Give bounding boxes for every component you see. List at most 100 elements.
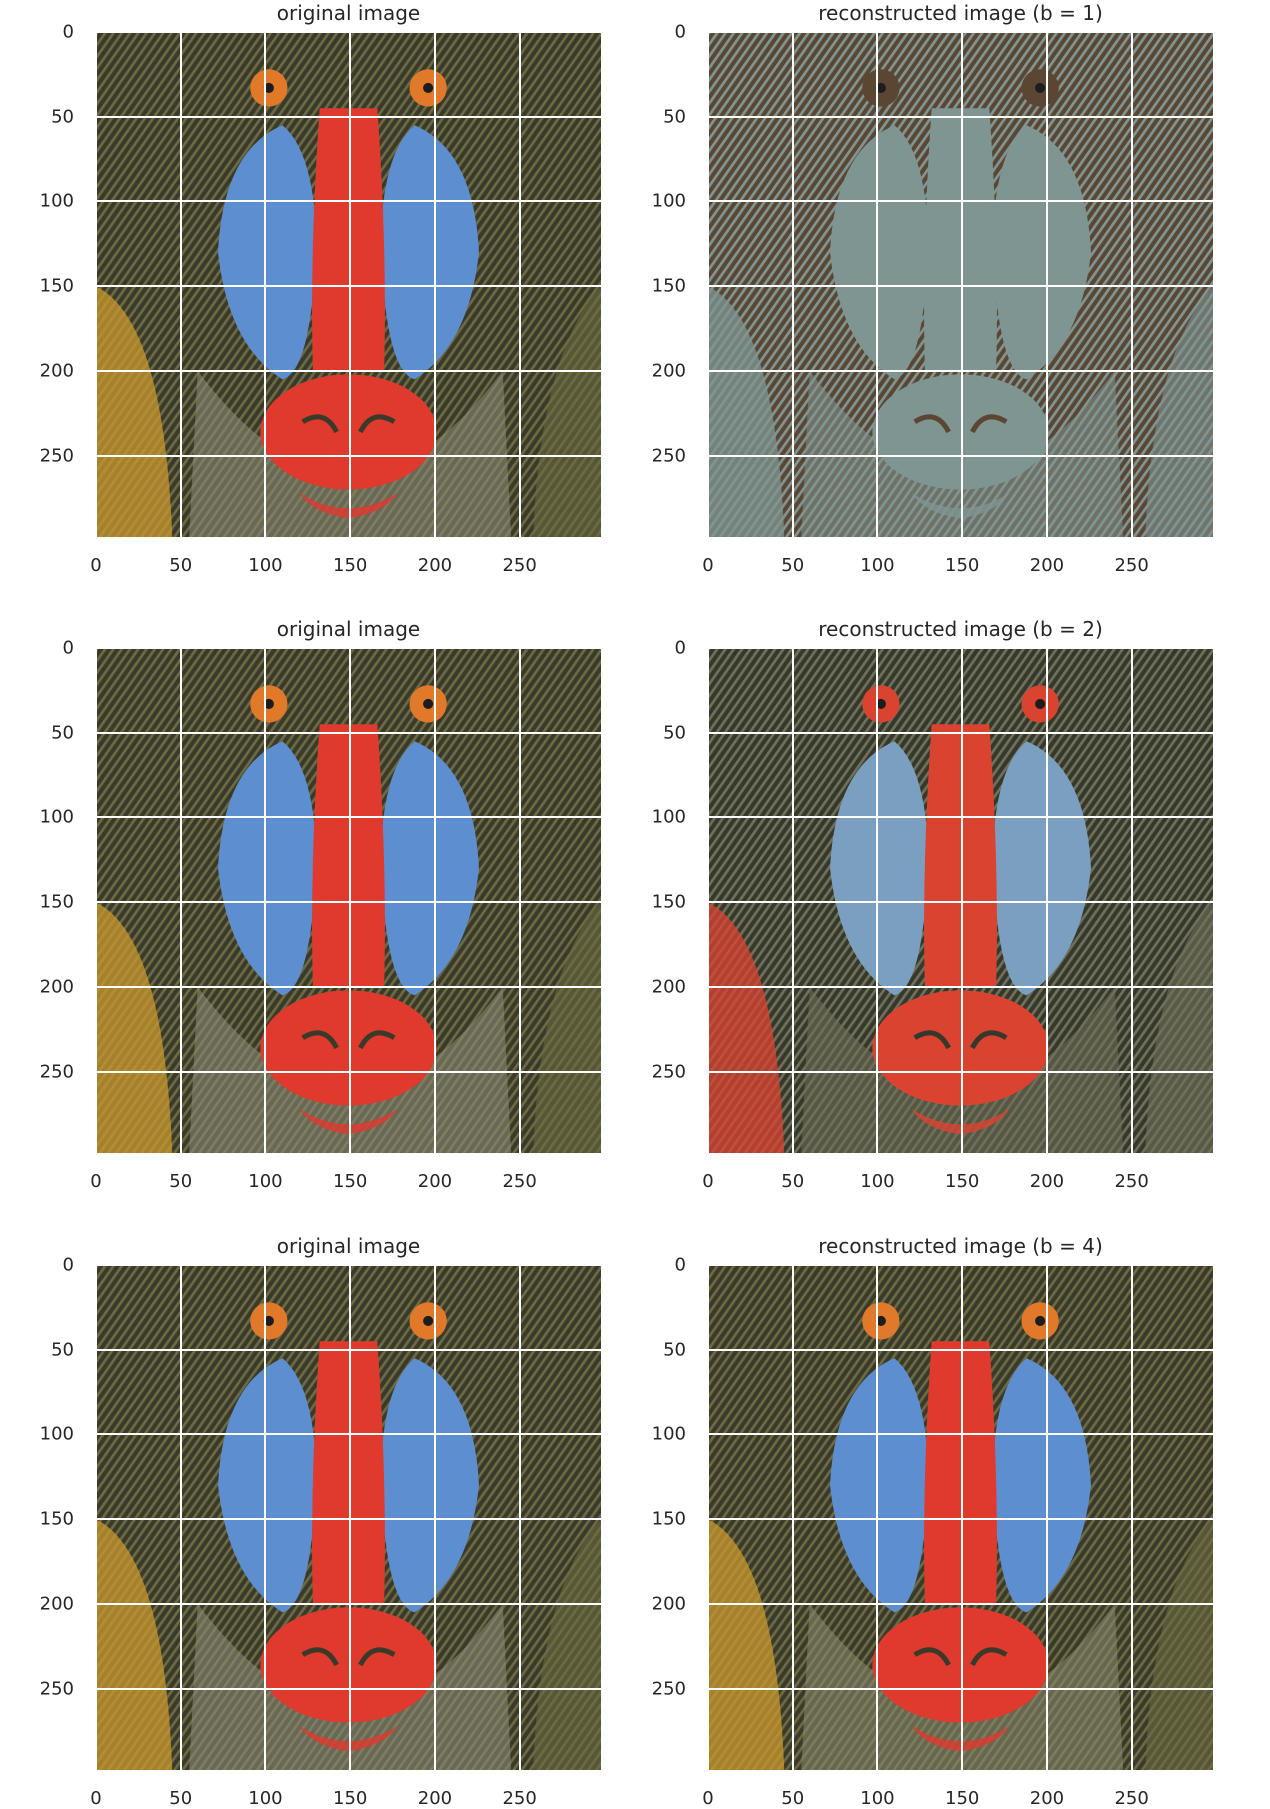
image-panel xyxy=(707,31,1213,537)
grid-line-vertical xyxy=(433,32,436,537)
grid-line-horizontal xyxy=(96,816,601,819)
panel-title: original image xyxy=(276,617,421,641)
x-tick-label: 200 xyxy=(1029,1171,1065,1192)
grid-line-horizontal xyxy=(96,647,601,649)
grid-line-horizontal xyxy=(96,901,601,904)
y-tick-label: 200 xyxy=(651,976,686,998)
x-tick-label: 50 xyxy=(169,1171,193,1192)
panel-title: reconstructed image (b = 1) xyxy=(818,1,1103,25)
grid-line-vertical xyxy=(791,648,794,1153)
grid-line-horizontal xyxy=(708,901,1213,904)
x-tick-label: 250 xyxy=(502,1171,537,1192)
x-tick-label: 100 xyxy=(860,1171,895,1192)
panel-title: original image xyxy=(276,1234,421,1258)
grid-line-vertical xyxy=(707,1265,709,1770)
grid-line-horizontal xyxy=(96,1433,601,1436)
x-tick-label: 100 xyxy=(860,555,895,576)
grid-line-vertical xyxy=(1045,32,1048,537)
panel-title: original image xyxy=(276,1,421,25)
grid-line-vertical xyxy=(961,648,964,1153)
y-tick-label: 100 xyxy=(39,190,74,212)
grid-line-vertical xyxy=(876,32,879,537)
grid-line-vertical xyxy=(349,648,352,1153)
grid-line-horizontal xyxy=(96,369,601,372)
x-tick-label: 250 xyxy=(502,1788,537,1809)
grid-line-horizontal xyxy=(708,647,1213,649)
x-tick-label: 150 xyxy=(333,1171,368,1192)
grid-line-vertical xyxy=(179,648,182,1153)
grid-line-vertical xyxy=(876,648,879,1153)
y-tick-label: 50 xyxy=(51,106,74,128)
x-tick-label: 200 xyxy=(1029,555,1065,576)
x-tick-label: 0 xyxy=(90,1788,102,1809)
grid-line-horizontal xyxy=(708,31,1213,33)
y-tick-label: 0 xyxy=(674,21,686,43)
grid-line-horizontal xyxy=(96,1264,601,1266)
x-tick-label: 150 xyxy=(333,1788,368,1809)
x-tick-label: 150 xyxy=(333,555,368,576)
y-tick-label: 150 xyxy=(39,1508,74,1530)
x-tick-label: 250 xyxy=(1114,555,1149,576)
x-tick-label: 100 xyxy=(248,555,283,576)
grid-line-horizontal xyxy=(96,285,601,288)
grid-line-horizontal xyxy=(96,1070,601,1073)
y-tick-label: 0 xyxy=(62,21,74,43)
x-tick-label: 50 xyxy=(781,555,805,576)
y-tick-label: 50 xyxy=(51,1339,74,1361)
image-panel xyxy=(707,1264,1213,1770)
grid-line-vertical xyxy=(264,1265,267,1770)
x-tick-label: 100 xyxy=(248,1171,283,1192)
grid-line-vertical xyxy=(95,1265,97,1770)
x-tick-label: 150 xyxy=(945,555,980,576)
x-tick-label: 200 xyxy=(417,1788,453,1809)
grid-line-vertical xyxy=(1130,648,1133,1153)
x-tick-label: 150 xyxy=(945,1788,980,1809)
y-tick-label: 150 xyxy=(39,275,74,297)
grid-line-vertical xyxy=(264,648,267,1153)
y-tick-label: 200 xyxy=(39,360,74,382)
x-tick-label: 50 xyxy=(781,1788,805,1809)
y-tick-label: 200 xyxy=(651,1593,686,1615)
y-tick-label: 250 xyxy=(651,1061,686,1083)
grid-line-vertical xyxy=(179,32,182,537)
grid-line-horizontal xyxy=(96,1687,601,1690)
grid-line-horizontal xyxy=(96,1518,601,1521)
y-tick-label: 250 xyxy=(651,1678,686,1700)
grid-line-horizontal xyxy=(96,31,601,33)
x-tick-label: 0 xyxy=(702,555,714,576)
x-tick-label: 100 xyxy=(248,1788,283,1809)
y-tick-label: 0 xyxy=(674,637,686,659)
grid-line-vertical xyxy=(707,32,709,537)
y-tick-label: 150 xyxy=(651,1508,686,1530)
grid-line-horizontal xyxy=(708,200,1213,203)
grid-line-horizontal xyxy=(708,1687,1213,1690)
y-tick-label: 250 xyxy=(39,1061,74,1083)
x-tick-label: 50 xyxy=(781,1171,805,1192)
grid-line-horizontal xyxy=(708,1433,1213,1436)
grid-line-vertical xyxy=(349,32,352,537)
y-tick-label: 50 xyxy=(663,106,686,128)
grid-line-vertical xyxy=(433,648,436,1153)
grid-line-horizontal xyxy=(708,1602,1213,1605)
y-tick-label: 200 xyxy=(39,1593,74,1615)
grid-line-vertical xyxy=(876,1265,879,1770)
grid-line-vertical xyxy=(707,648,709,1153)
y-tick-label: 100 xyxy=(39,806,74,828)
y-tick-label: 100 xyxy=(651,1423,686,1445)
grid-line-vertical xyxy=(179,1265,182,1770)
x-tick-label: 0 xyxy=(90,555,102,576)
y-tick-label: 100 xyxy=(39,1423,74,1445)
grid-line-horizontal xyxy=(96,1348,601,1351)
y-tick-label: 50 xyxy=(51,722,74,744)
x-tick-label: 200 xyxy=(1029,1788,1065,1809)
grid-line-vertical xyxy=(95,648,97,1153)
x-tick-label: 200 xyxy=(417,555,453,576)
grid-line-horizontal xyxy=(96,454,601,457)
grid-line-vertical xyxy=(518,32,521,537)
grid-line-vertical xyxy=(961,1265,964,1770)
grid-line-vertical xyxy=(518,648,521,1153)
grid-line-horizontal xyxy=(96,1602,601,1605)
grid-line-horizontal xyxy=(708,1348,1213,1351)
grid-line-vertical xyxy=(791,1265,794,1770)
grid-line-vertical xyxy=(1130,1265,1133,1770)
